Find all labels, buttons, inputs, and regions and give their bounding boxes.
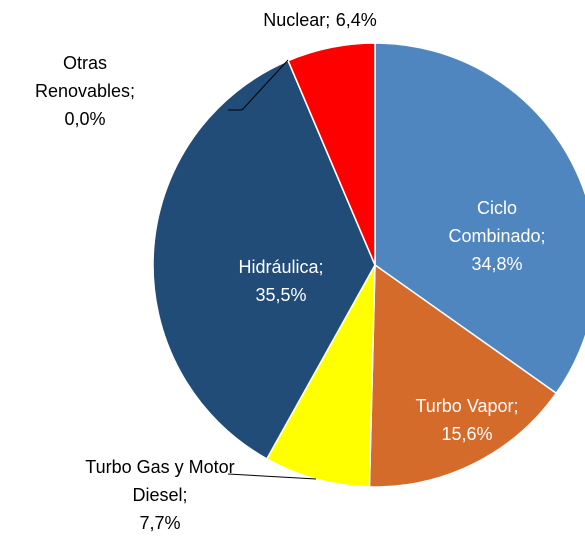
category-name: Turbo Vapor; xyxy=(415,396,519,416)
data-label: Hidráulica; 35,5% xyxy=(216,253,346,309)
value-label: 35,5% xyxy=(255,285,307,305)
value-label: 15,6% xyxy=(441,424,493,444)
value-label: 34,8% xyxy=(471,254,523,274)
slices xyxy=(152,42,585,488)
category-name: Ciclo Combinado; xyxy=(448,198,546,246)
data-label: Turbo Vapor; 15,6% xyxy=(387,392,547,448)
category-name: Turbo Gas y Motor Diesel; xyxy=(85,457,235,505)
data-label: Otras Renovables; 0,0% xyxy=(25,49,145,133)
leader-line xyxy=(227,473,317,480)
value-label: 7,7% xyxy=(139,513,181,533)
value-label: 6,4% xyxy=(335,10,377,30)
data-label: Turbo Gas y Motor Diesel; 7,7% xyxy=(85,453,235,537)
data-label: Ciclo Combinado; 34,8% xyxy=(437,194,557,278)
category-name: Hidráulica; xyxy=(238,257,324,277)
pie-slice xyxy=(374,42,585,395)
pie-slice xyxy=(265,264,376,488)
pie-slice xyxy=(368,263,558,488)
category-name: Nuclear; xyxy=(263,10,331,30)
leader-line xyxy=(241,59,289,111)
value-label: 0,0% xyxy=(64,109,106,129)
pie-slice xyxy=(287,42,376,266)
category-name: Otras Renovables; xyxy=(34,53,136,101)
pie-slice xyxy=(152,59,376,460)
data-label: Nuclear; 6,4% xyxy=(210,6,430,34)
